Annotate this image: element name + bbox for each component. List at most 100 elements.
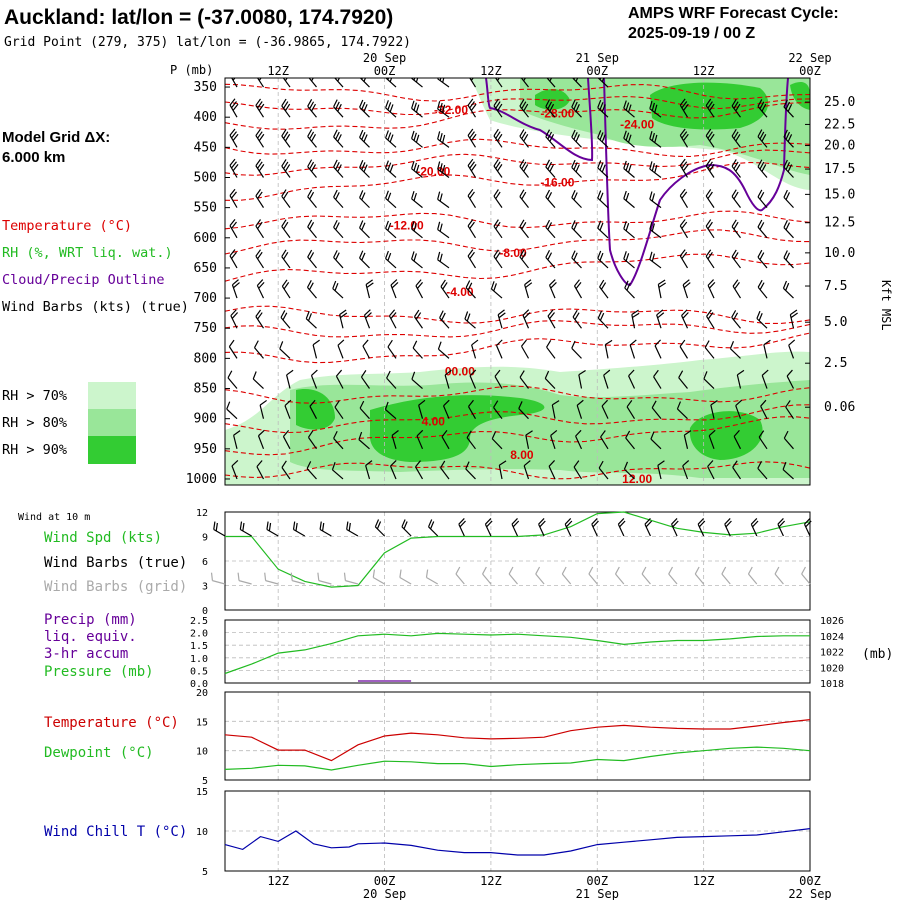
wind-barb xyxy=(757,136,768,148)
wind-barb-feather xyxy=(651,132,655,141)
wind-barb-feather xyxy=(519,159,525,167)
wind-barb xyxy=(256,466,265,480)
wind-barb-feather xyxy=(413,223,417,232)
wind-barb xyxy=(519,376,529,389)
wind-barb-feather xyxy=(411,371,416,380)
wind-barb xyxy=(624,287,635,299)
wind-barb-grid-feather xyxy=(372,569,376,578)
wind-barb-feather xyxy=(495,131,501,139)
wind-barb-feather xyxy=(656,309,664,316)
wind-barb-feather xyxy=(682,279,690,286)
wind-barb-feather xyxy=(465,280,471,288)
wind-barb xyxy=(385,167,397,178)
wind-barb-feather xyxy=(229,98,236,106)
wind-barb-feather xyxy=(471,339,479,346)
wind-barb xyxy=(437,168,450,178)
wind-barb-feather xyxy=(470,103,477,111)
wind-barb-feather xyxy=(334,69,338,76)
wind-barb-feather xyxy=(732,460,738,468)
wind-barb-10m-feather xyxy=(239,521,243,530)
wind-barb-10m-feather xyxy=(591,517,598,525)
wind-barb-10m-feather xyxy=(242,522,245,532)
wind-barb xyxy=(307,136,317,148)
bottom-date-label: 20 Sep xyxy=(363,887,406,900)
wind-barb-feather xyxy=(359,160,364,168)
legend-wind: Wind Barbs (kts) (true) xyxy=(2,299,189,315)
wind-barb-feather xyxy=(495,161,501,169)
wind-barb-feather xyxy=(306,280,312,288)
wind-barb xyxy=(465,287,476,299)
temperature-contour xyxy=(225,210,810,230)
wind-barb-feather xyxy=(418,399,426,406)
wind-barb-10m-feather xyxy=(565,520,573,528)
wind-barb-feather xyxy=(705,158,712,167)
wind-barb xyxy=(255,255,265,269)
wind-barb-feather xyxy=(785,131,791,140)
wind-barb-feather xyxy=(467,98,474,106)
temperature-contour xyxy=(225,96,810,116)
wind-barb-feather xyxy=(281,159,287,167)
wind-barb-feather xyxy=(306,461,312,469)
wind-barb-feather xyxy=(629,339,637,346)
wind-barb xyxy=(339,314,344,329)
wind-barb-feather xyxy=(549,279,556,286)
wind-barb-feather xyxy=(759,222,765,230)
wind-barb-feather xyxy=(256,279,264,286)
wind-barb-feather xyxy=(307,189,313,198)
wind-barb-feather xyxy=(437,341,442,350)
wind-barb-feather xyxy=(525,282,533,289)
wind-barb-feather xyxy=(413,78,416,81)
wind-barb-feather xyxy=(763,339,771,346)
wind-barb xyxy=(756,318,768,329)
wind-barb-feather xyxy=(311,78,314,82)
wind-barb-feather xyxy=(518,401,523,409)
wind-barb xyxy=(387,346,397,359)
wind-barb xyxy=(259,404,265,419)
temperature-contours: -32.00 -28.00-24.00-20.00-16.00-12.00-8.0… xyxy=(225,83,810,485)
wind-barb-feather xyxy=(521,221,527,230)
wind-barb-feather xyxy=(547,131,553,140)
wind-barb-grid-feather xyxy=(801,566,806,575)
wind-barb-10m xyxy=(374,526,385,537)
wind-barb-10m-feather xyxy=(752,520,759,528)
wind-barb xyxy=(783,166,794,178)
wind-barb-feather xyxy=(232,103,239,111)
wind-barb-feather xyxy=(573,162,578,170)
wind-barb-feather xyxy=(439,102,443,111)
wind-barb-feather xyxy=(362,339,369,347)
wind-barb-feather xyxy=(493,189,499,197)
p-chill-frame xyxy=(224,790,811,872)
wind-barb-feather xyxy=(498,312,506,319)
wind-barb xyxy=(388,315,397,329)
wind-barb-feather xyxy=(493,400,499,408)
p-chill-ytick-label: 10 xyxy=(196,827,208,838)
wind-barb-feather xyxy=(785,252,791,261)
wind-barb-feather xyxy=(258,164,265,172)
temperature-contour-label: -16.00 xyxy=(540,175,574,189)
wind-barb-feather xyxy=(391,430,399,436)
wind-barb-feather xyxy=(411,100,415,109)
wind-barb-10m xyxy=(293,528,306,537)
grid-point-label: Grid Point (279, 375) lat/lon = (-36.986… xyxy=(4,35,411,50)
p-press-frame xyxy=(224,619,811,684)
wind-barb-feather xyxy=(385,250,389,259)
wind-barb-feather xyxy=(308,282,314,291)
wind-barb xyxy=(683,435,689,449)
wind-barb-feather xyxy=(444,369,452,376)
wind-barb-feather xyxy=(256,69,261,76)
wind-barb-feather xyxy=(466,430,472,438)
wind-barb-grid-feather xyxy=(399,569,402,578)
wind-barb-feather xyxy=(623,160,627,169)
wind-barb-feather xyxy=(495,221,501,230)
wind-barb-feather xyxy=(333,219,338,228)
cross-section-gridlines xyxy=(277,78,810,485)
wind-barb-feather xyxy=(439,223,443,232)
wind-barb-feather xyxy=(679,128,686,136)
wind-barb xyxy=(282,78,291,88)
wind-barb-grid-feather xyxy=(237,572,240,581)
wind-barb-feather xyxy=(649,100,653,109)
wind-barb xyxy=(623,137,635,148)
wind-barb-feather xyxy=(681,191,688,199)
temperature-contour xyxy=(225,404,810,434)
wind-barb xyxy=(469,78,477,88)
